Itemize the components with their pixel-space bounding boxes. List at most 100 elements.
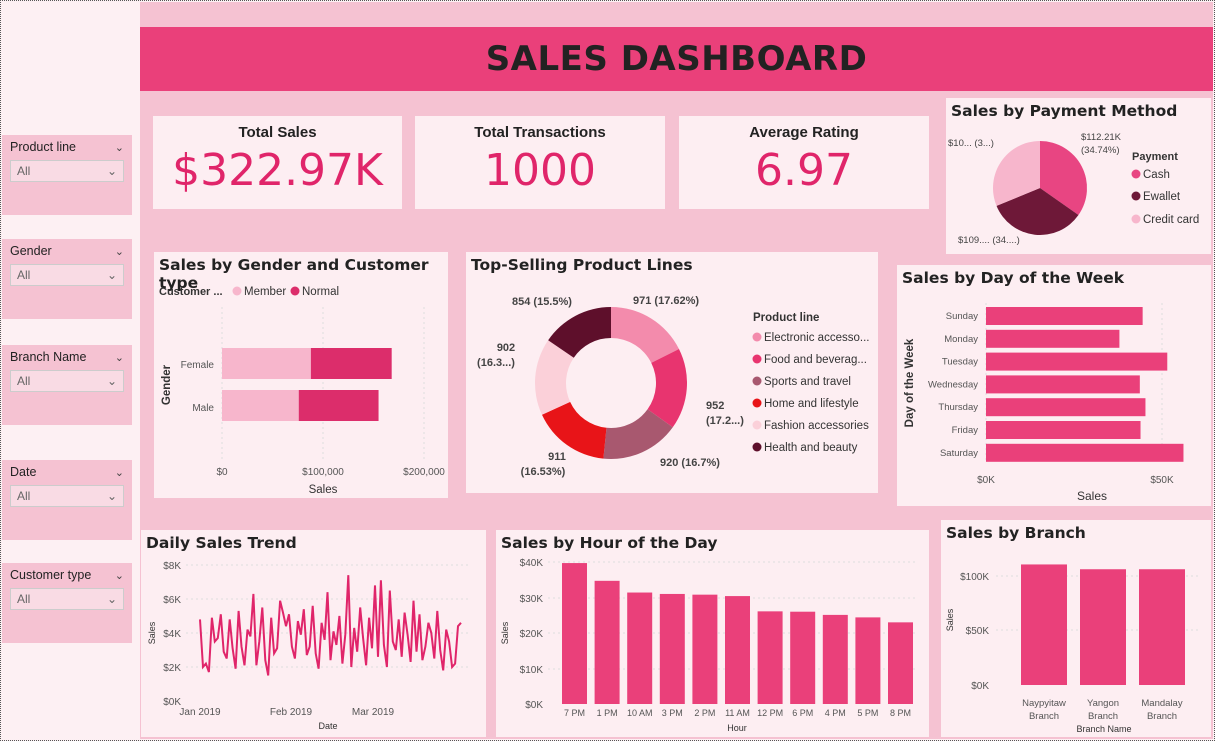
bar-female-member[interactable] — [222, 348, 311, 379]
donut-slice-3[interactable] — [603, 409, 673, 459]
bar-monday[interactable] — [986, 329, 1120, 348]
bar-male-normal[interactable] — [298, 390, 379, 421]
bar-thursday[interactable] — [986, 398, 1146, 417]
bar-11-am[interactable] — [725, 596, 750, 704]
slicer-customer-type[interactable]: Customer type ⌄ All ⌄ — [2, 563, 132, 643]
bar-5-pm[interactable] — [855, 617, 881, 704]
bar-mandalay-branch[interactable] — [1139, 569, 1185, 685]
legend-swatch — [752, 398, 762, 408]
slicer-dropdown[interactable]: All ⌄ — [10, 588, 124, 610]
x-tick-label: Branch — [1088, 711, 1118, 722]
kpi-title: Average Rating — [749, 124, 859, 141]
kpi-total-transactions[interactable]: Total Transactions 1000 — [415, 116, 665, 209]
bar-sunday[interactable] — [986, 307, 1143, 325]
kpi-title: Total Sales — [238, 124, 317, 141]
bar-yangon-branch[interactable] — [1080, 569, 1126, 685]
slicer-dropdown[interactable]: All ⌄ — [10, 485, 124, 507]
bar-saturday[interactable] — [986, 443, 1184, 462]
y-tick-label: $100K — [960, 572, 989, 583]
y-axis-label: Sales — [500, 621, 510, 644]
product-lines-chart[interactable]: Top-Selling Product Lines 971 (17.62%) 9… — [466, 252, 878, 493]
chevron-down-icon[interactable]: ⌄ — [114, 351, 124, 364]
bar-12-pm[interactable] — [757, 611, 783, 704]
legend-item: Fashion accessories — [764, 420, 869, 432]
bar-wednesday[interactable] — [986, 375, 1140, 394]
slicer-product-line[interactable]: Product line ⌄ All ⌄ — [2, 135, 132, 215]
hour-of-day-chart[interactable]: Sales by Hour of the Day Sales $40K $30K… — [496, 530, 929, 737]
pie-slice-credit-card[interactable] — [993, 141, 1040, 206]
legend-item: Home and lifestyle — [764, 398, 859, 410]
chevron-down-icon[interactable]: ⌄ — [114, 245, 124, 258]
bar-2-pm[interactable] — [692, 594, 718, 704]
y-tick-label: $4K — [163, 629, 181, 640]
bar-naypyitaw-branch[interactable] — [1021, 564, 1067, 685]
x-tick-label: $50K — [1150, 475, 1174, 486]
x-tick-label: 5 PM — [857, 708, 878, 718]
kpi-average-rating[interactable]: Average Rating 6.97 — [679, 116, 929, 209]
data-label: (16.3...) — [477, 357, 515, 369]
legend-swatch — [752, 332, 762, 342]
legend-swatch — [752, 376, 762, 386]
x-axis-label: Date — [318, 721, 337, 731]
kpi-total-sales[interactable]: Total Sales $322.97K — [153, 116, 402, 209]
slicer-date[interactable]: Date ⌄ All ⌄ — [2, 460, 132, 540]
legend-item: Electronic accesso... — [764, 332, 869, 344]
bar-6-pm[interactable] — [790, 611, 816, 704]
slicer-label: Customer type — [10, 568, 92, 582]
bar-tuesday[interactable] — [986, 352, 1168, 371]
x-tick-label: Mar 2019 — [352, 707, 395, 718]
donut-slice-1[interactable] — [611, 307, 679, 363]
bar-group — [222, 348, 392, 421]
gender-customer-chart[interactable]: Sales by Gender and Customer type Custom… — [154, 252, 448, 498]
x-tick-label: Jan 2019 — [179, 707, 221, 718]
chevron-down-icon[interactable]: ⌄ — [114, 466, 124, 479]
bar-1-pm[interactable] — [594, 580, 620, 704]
y-tick-label: Male — [192, 403, 214, 414]
legend-item: Food and beverag... — [764, 354, 867, 366]
legend-item-credit-card: Credit card — [1143, 214, 1199, 226]
y-tick-label: Wednesday — [928, 379, 978, 390]
donut-slice-4[interactable] — [541, 401, 607, 459]
pie-slices — [993, 141, 1087, 236]
chevron-down-icon: ⌄ — [106, 268, 117, 282]
slicer-label: Gender — [10, 244, 52, 258]
slicer-dropdown[interactable]: All ⌄ — [10, 264, 124, 286]
slicer-branch-name[interactable]: Branch Name ⌄ All ⌄ — [2, 345, 132, 425]
donut-slice-2[interactable] — [647, 349, 687, 428]
pie-slice-ewallet[interactable] — [996, 188, 1079, 236]
slicer-dropdown[interactable]: All ⌄ — [10, 370, 124, 392]
bar-male-member[interactable] — [222, 390, 299, 421]
x-tick-label: Mandalay — [1141, 698, 1182, 709]
chevron-down-icon[interactable]: ⌄ — [114, 569, 124, 582]
donut-slice-5[interactable] — [535, 340, 574, 415]
chevron-down-icon[interactable]: ⌄ — [114, 141, 124, 154]
legend-swatch — [752, 420, 762, 430]
x-tick-label: 12 PM — [757, 708, 783, 718]
x-tick-label: $200,000 — [403, 467, 445, 478]
pie-slice-cash[interactable] — [1040, 141, 1087, 216]
bar-10-am[interactable] — [627, 592, 653, 704]
payment-method-chart[interactable]: Sales by Payment Method $10... (3...) $1… — [946, 98, 1211, 254]
bar-friday[interactable] — [986, 421, 1141, 439]
x-tick-label: Naypyitaw — [1022, 698, 1066, 709]
x-axis-label: Sales — [1077, 489, 1107, 503]
slicer-gender[interactable]: Gender ⌄ All ⌄ — [2, 239, 132, 319]
slicer-value: All — [17, 592, 31, 606]
x-tick-label: 3 PM — [662, 708, 683, 718]
bar-7-pm[interactable] — [562, 563, 587, 704]
y-tick-label: $30K — [520, 594, 544, 605]
bar-8-pm[interactable] — [888, 622, 913, 704]
series-line — [199, 575, 462, 676]
daily-sales-trend-chart[interactable]: Daily Sales Trend Sales $8K $6K $4K $2K … — [141, 530, 486, 737]
bar-female-normal[interactable] — [310, 348, 392, 379]
legend-title: Product line — [753, 312, 819, 324]
bar-3-pm[interactable] — [659, 593, 685, 704]
slicer-dropdown[interactable]: All ⌄ — [10, 160, 124, 182]
donut-slice-6[interactable] — [548, 307, 611, 358]
branch-chart[interactable]: Sales by Branch Sales $100K $50K $0K Nay… — [941, 520, 1211, 737]
day-of-week-chart[interactable]: Sales by Day of the Week Day of the Week… — [897, 265, 1211, 506]
chart-title: Sales by Payment Method — [951, 102, 1178, 120]
x-tick-label: $0 — [216, 467, 228, 478]
slicer-value: All — [17, 268, 31, 282]
bar-4-pm[interactable] — [822, 614, 848, 704]
